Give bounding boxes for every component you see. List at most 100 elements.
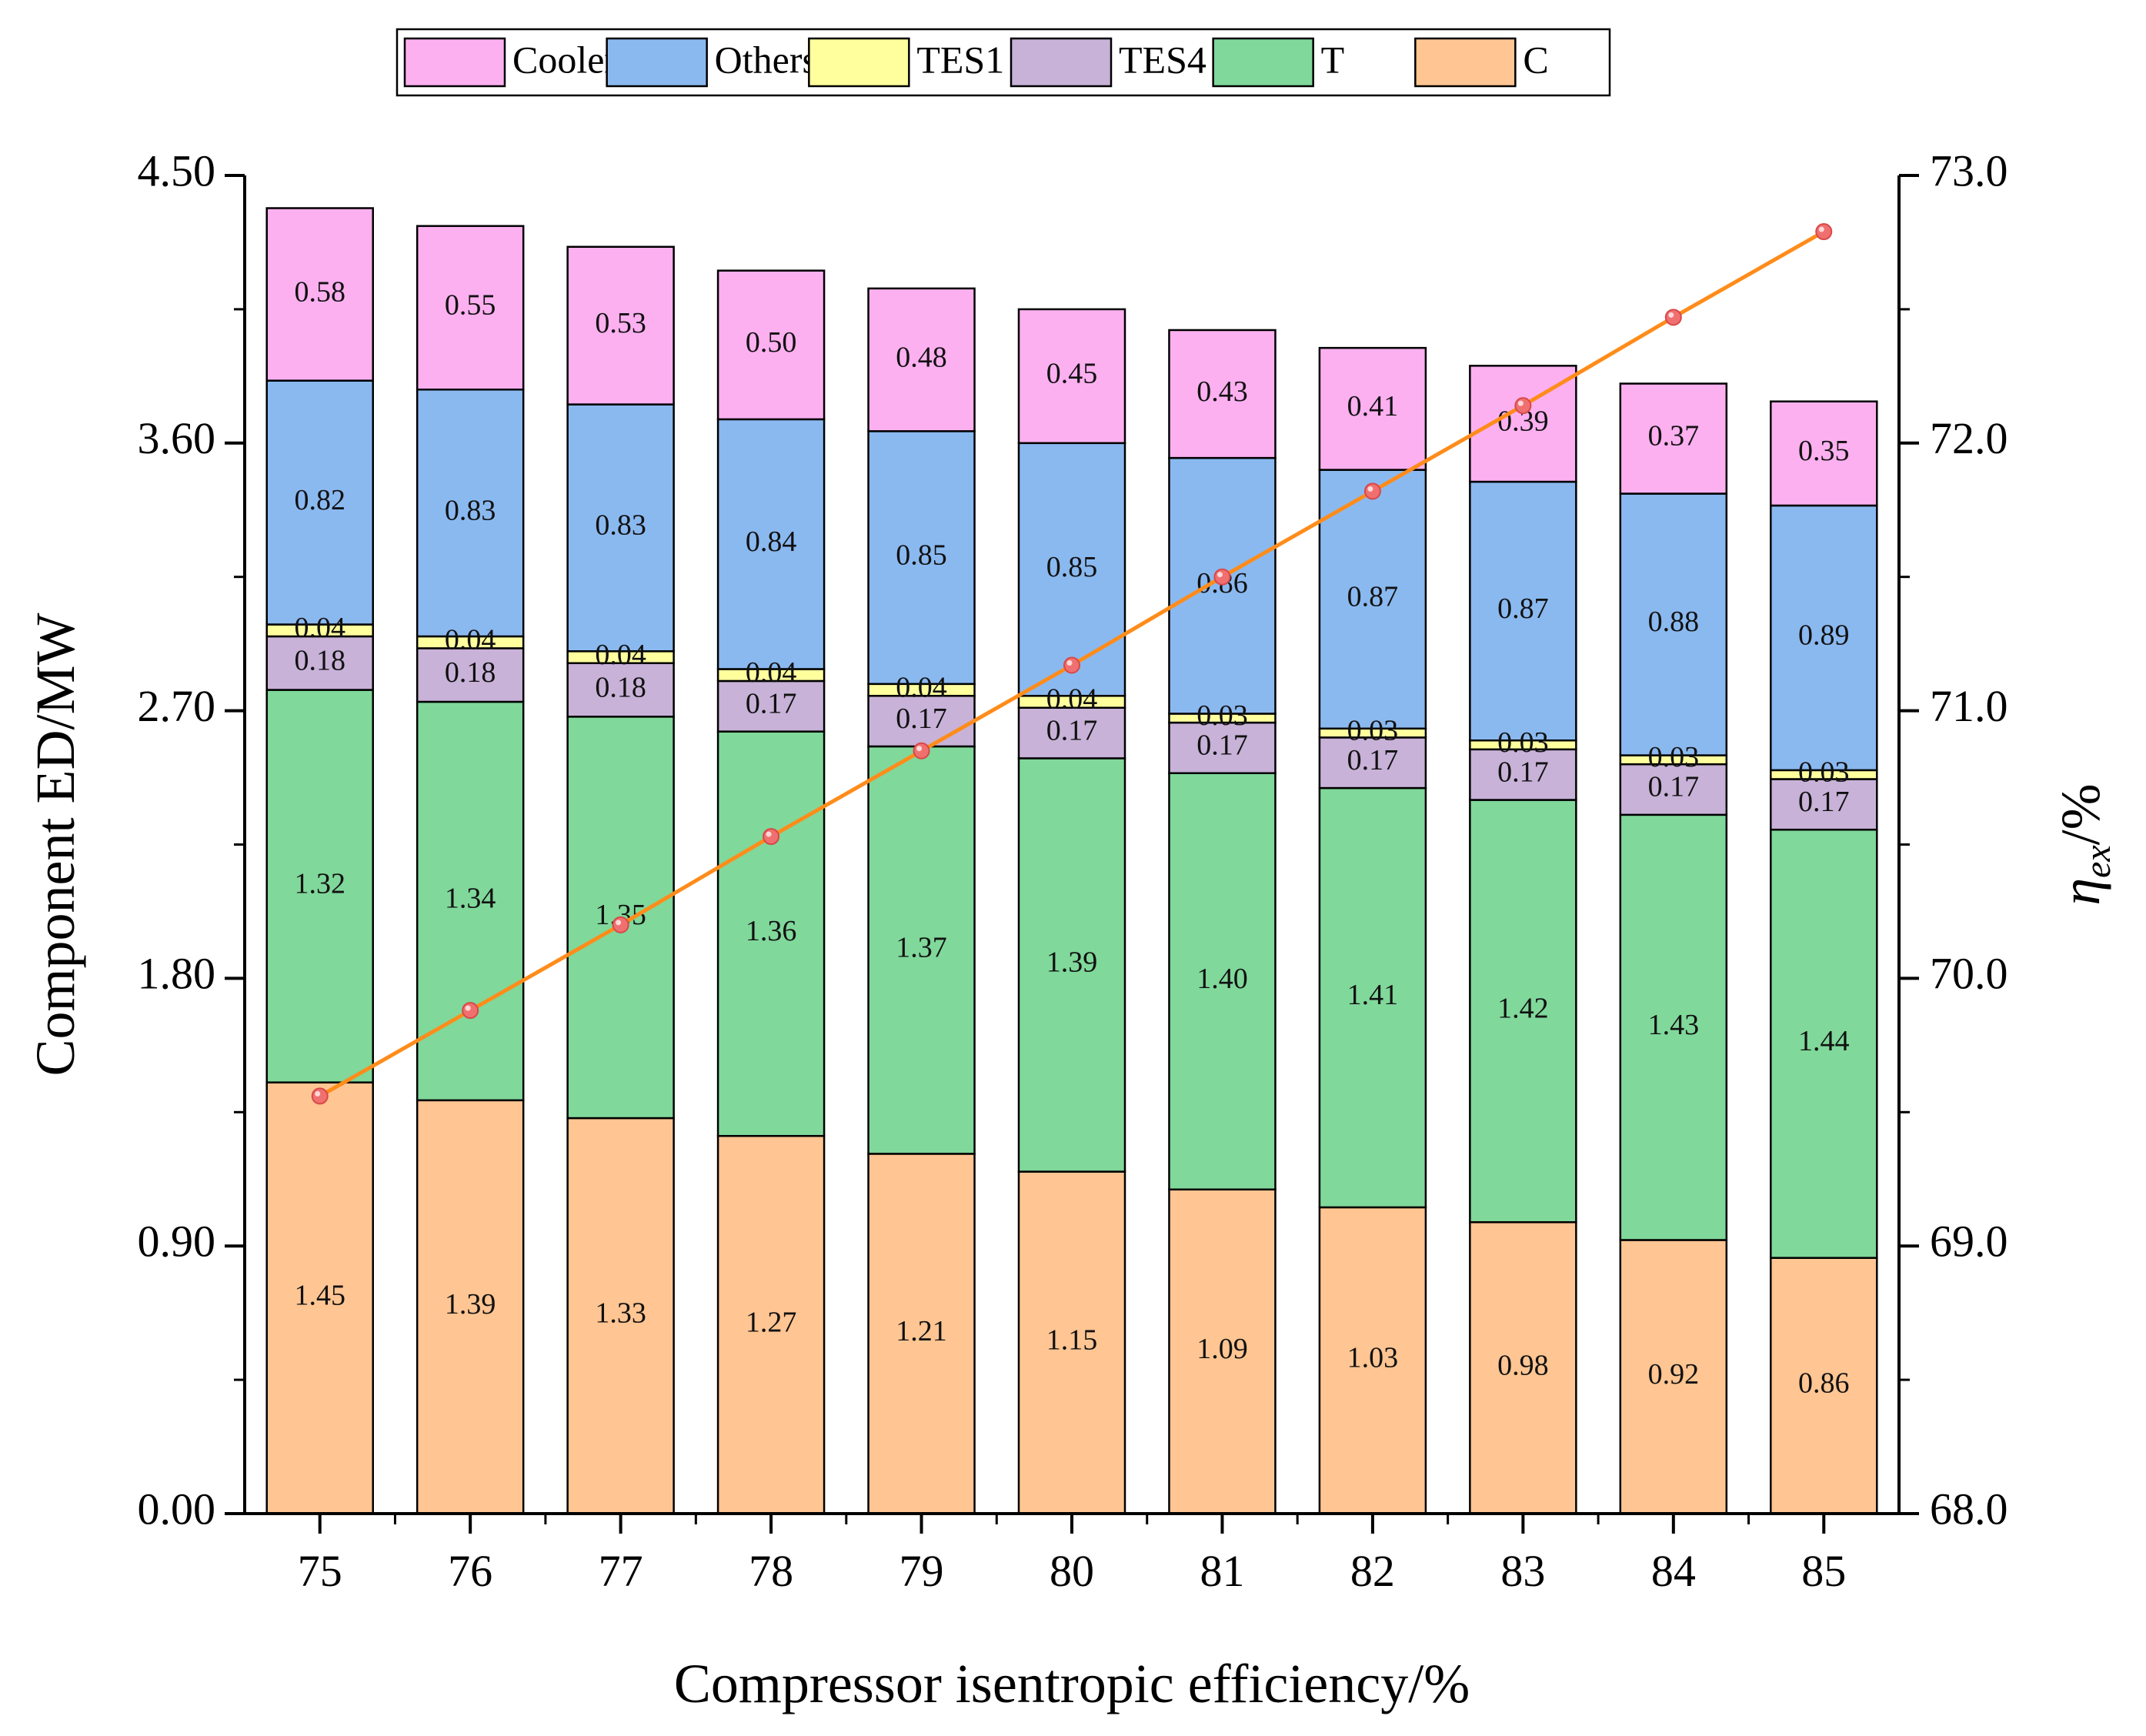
y2-axis-title-symbol: η	[2050, 878, 2111, 906]
bar-label-tes1-79: 0.04	[896, 671, 947, 703]
bar-label-c-78: 1.27	[746, 1306, 797, 1338]
bar-cooler-81	[1168, 329, 1277, 459]
legend-label-others: Others	[715, 38, 817, 81]
y-tick-label-0.00: 0.00	[138, 1484, 216, 1534]
bar-label-c-80: 1.15	[1046, 1324, 1098, 1357]
bar-label-cooler-75: 0.58	[294, 275, 345, 308]
bar-tes4-82	[1318, 736, 1427, 790]
efficiency-point-83	[1514, 397, 1532, 415]
bar-label-tes1-85: 0.03	[1798, 756, 1850, 788]
efficiency-point-85	[1815, 223, 1833, 241]
bar-label-t-78: 1.36	[746, 915, 797, 947]
bar-others-80	[1017, 442, 1126, 697]
x-tick-label-77: 77	[599, 1546, 643, 1596]
bar-label-tes1-82: 0.03	[1347, 714, 1399, 746]
bar-cooler-76	[416, 225, 525, 391]
x-tick-label-80: 80	[1050, 1546, 1094, 1596]
bar-cooler-85	[1770, 400, 1878, 507]
efficiency-point-76	[462, 1002, 479, 1020]
bar-others-77	[566, 403, 675, 653]
y2-tick-label-73.0: 73.0	[1930, 145, 2008, 195]
bar-label-c-85: 0.86	[1798, 1367, 1850, 1400]
bar-label-others-76: 0.83	[445, 494, 496, 526]
x-tick-label-75: 75	[298, 1546, 342, 1596]
legend-label-tes4: TES4	[1119, 38, 1206, 81]
bar-t-82	[1318, 786, 1427, 1209]
bar-label-t-82: 1.41	[1347, 979, 1399, 1011]
bar-cooler-75	[265, 207, 374, 382]
legend-swatch-tes4	[1010, 37, 1113, 88]
legend-label-t: T	[1321, 38, 1345, 81]
bar-label-others-77: 0.83	[595, 509, 646, 542]
bar-label-tes1-76: 0.04	[445, 623, 496, 656]
bar-label-c-81: 1.09	[1196, 1333, 1248, 1365]
bar-label-others-80: 0.85	[1046, 551, 1098, 583]
bar-cooler-77	[566, 245, 675, 406]
efficiency-point-highlight-81	[1217, 572, 1223, 578]
bar-label-cooler-78: 0.50	[746, 326, 797, 359]
bar-label-tes4-80: 0.17	[1046, 714, 1098, 746]
efficiency-point-78	[763, 828, 780, 846]
y2-axis-title-unit: /%	[2050, 783, 2111, 845]
bar-c-80	[1017, 1170, 1126, 1515]
legend-swatch-c	[1414, 37, 1517, 88]
efficiency-point-82	[1363, 482, 1381, 500]
bar-t-75	[265, 689, 374, 1083]
bar-label-tes4-82: 0.17	[1347, 744, 1399, 776]
legend-swatch-t	[1212, 37, 1314, 88]
bar-cooler-82	[1318, 346, 1427, 471]
bar-label-others-79: 0.85	[896, 539, 947, 571]
efficiency-point-84	[1664, 309, 1682, 326]
axes-group: 0.00 0.90 1.80 2.70 3.60 4.50 68.0 69.0 70.0 71.0…	[25, 145, 2118, 1714]
bar-c-85	[1770, 1257, 1878, 1515]
bar-label-cooler-79: 0.48	[896, 341, 947, 373]
bar-label-others-85: 0.89	[1798, 619, 1850, 652]
x-tick-label-84: 84	[1651, 1546, 1696, 1596]
legend-label-c: C	[1523, 38, 1548, 81]
bar-tes4-77	[566, 662, 675, 718]
bar-label-tes4-83: 0.17	[1497, 756, 1549, 788]
x-tick-label-82: 82	[1350, 1546, 1395, 1596]
bar-others-81	[1168, 456, 1277, 715]
bar-tes4-80	[1017, 706, 1126, 760]
efficiency-point-highlight-77	[616, 920, 622, 926]
bar-label-tes4-85: 0.17	[1798, 786, 1850, 818]
bar-label-tes1-80: 0.04	[1046, 683, 1098, 716]
bar-tes4-76	[416, 647, 525, 703]
bar-tes4-81	[1168, 721, 1277, 775]
bar-c-83	[1469, 1221, 1577, 1515]
bar-t-81	[1168, 772, 1277, 1191]
bar-label-cooler-76: 0.55	[445, 289, 496, 322]
efficiency-line-group	[311, 223, 1833, 1105]
bar-label-tes4-75: 0.18	[294, 644, 345, 676]
bar-label-tes4-84: 0.17	[1648, 771, 1700, 803]
x-axis-title: Compressor isentropic efficiency/%	[674, 1653, 1470, 1714]
y2-tick-label-72.0: 72.0	[1930, 413, 2008, 463]
efficiency-point-highlight-78	[766, 831, 772, 837]
bar-label-c-82: 1.03	[1347, 1342, 1399, 1374]
x-tick-label-76: 76	[448, 1546, 492, 1596]
bar-label-t-75: 1.32	[294, 867, 345, 900]
efficiency-point-highlight-79	[916, 746, 923, 752]
y2-axis-title-subscript: ex	[2078, 845, 2118, 878]
x-tick-label-83: 83	[1500, 1546, 1545, 1596]
bar-cooler-79	[867, 287, 976, 432]
y-tick-label-2.70: 2.70	[138, 681, 216, 731]
efficiency-point-81	[1213, 568, 1231, 586]
bar-cooler-80	[1017, 308, 1126, 445]
y-axis-title: Component ED/MW	[25, 613, 86, 1076]
efficiency-point-75	[311, 1087, 329, 1105]
y2-tick-label-68.0: 68.0	[1930, 1484, 2008, 1534]
y-tick-label-3.60: 3.60	[138, 413, 216, 463]
bar-t-79	[867, 745, 976, 1155]
legend-swatch-tes1	[808, 37, 910, 88]
bar-label-cooler-80: 0.45	[1046, 358, 1098, 390]
efficiency-point-highlight-83	[1517, 400, 1524, 406]
efficiency-point-highlight-76	[465, 1005, 471, 1011]
bar-label-group: 1.451.320.180.040.820.581.391.340.180.04…	[294, 275, 1849, 1399]
bar-c-81	[1168, 1188, 1277, 1515]
x-tick-label-79: 79	[899, 1546, 944, 1596]
bar-label-others-82: 0.87	[1347, 580, 1399, 613]
bar-label-t-79: 1.37	[896, 931, 947, 963]
